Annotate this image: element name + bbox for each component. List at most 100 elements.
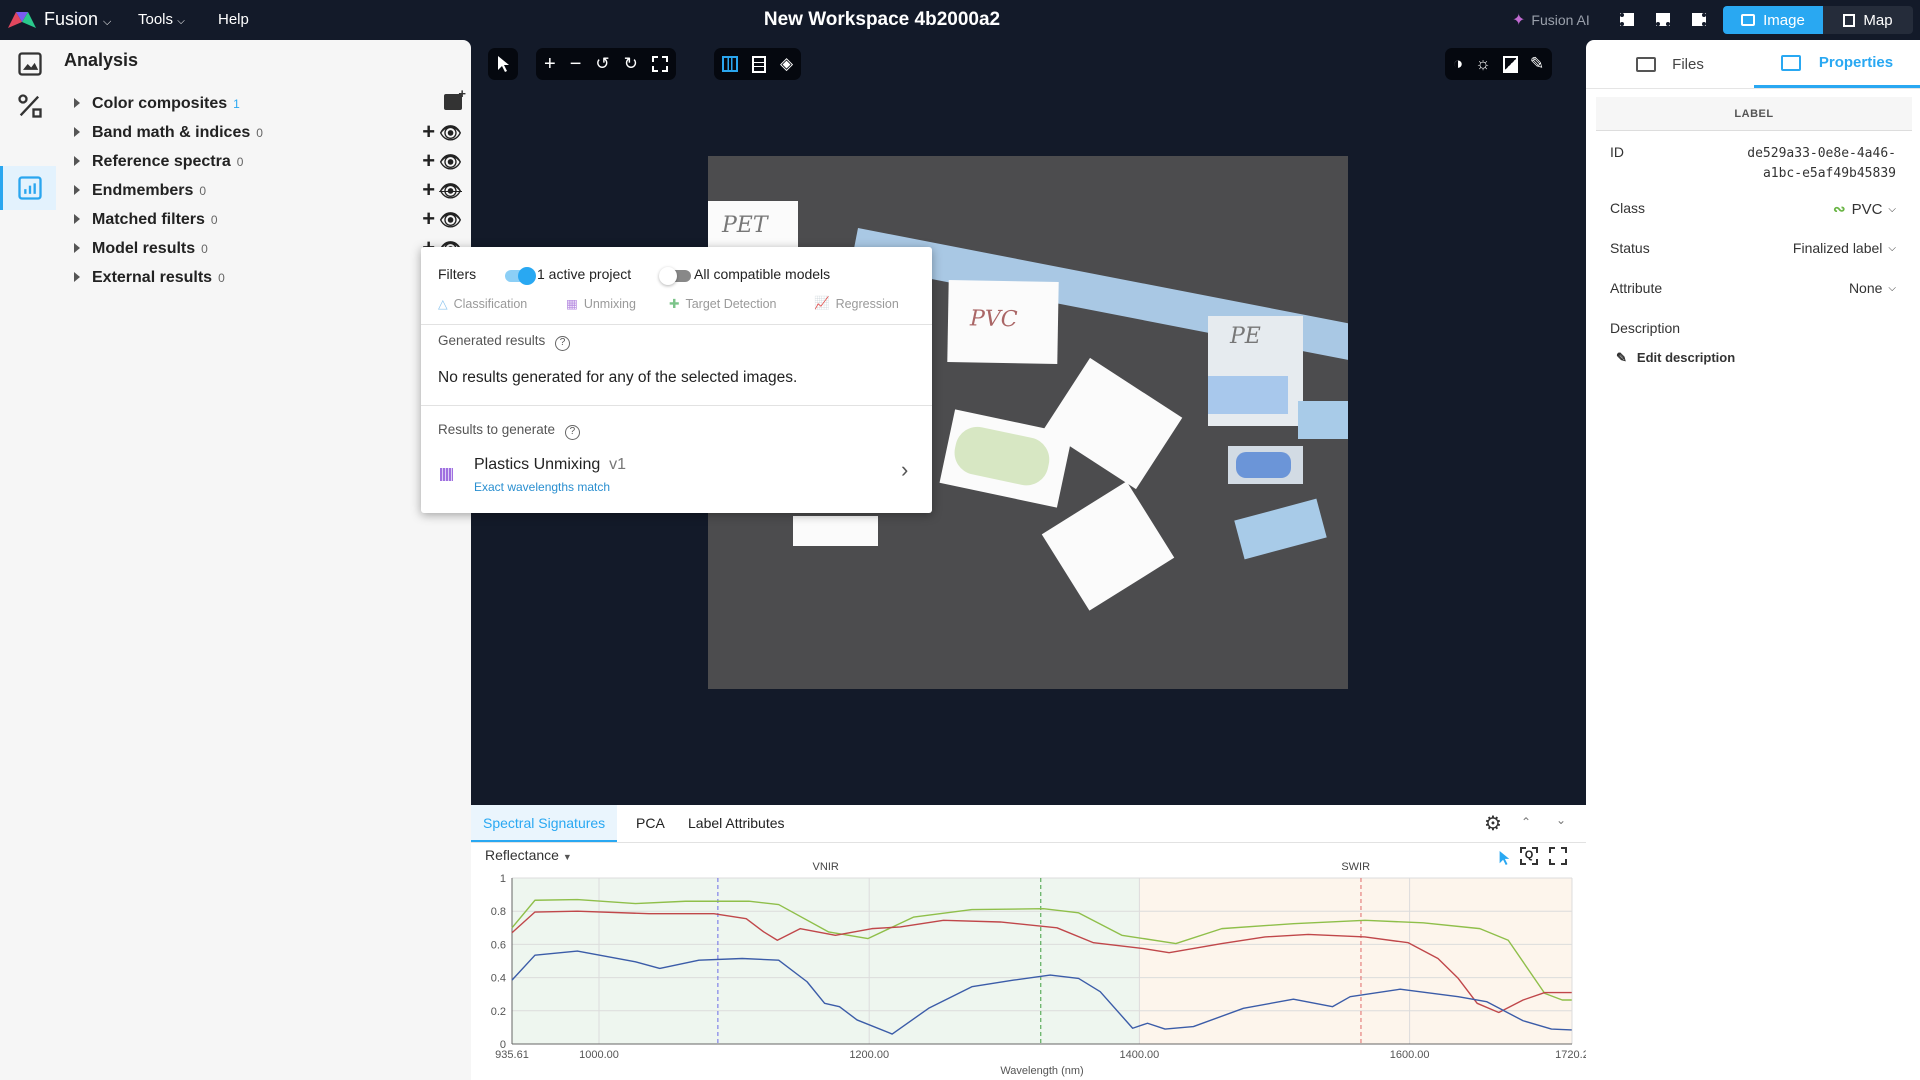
add-icon[interactable]: + xyxy=(422,119,436,144)
all-models-toggle[interactable] xyxy=(659,267,691,285)
map-view-label: Map xyxy=(1863,11,1893,29)
tab-label: Files xyxy=(1672,55,1704,73)
eye-icon[interactable]: 👁 xyxy=(439,123,462,143)
fit-screen-icon[interactable] xyxy=(651,56,668,72)
help-icon[interactable]: ? xyxy=(564,425,580,440)
active-project-toggle[interactable] xyxy=(505,267,536,285)
add-icon[interactable]: + xyxy=(422,206,436,231)
filter-regression[interactable]: 📈 Regression xyxy=(814,296,899,311)
bottom-panel: Spectral Signatures PCA Label Attributes… xyxy=(471,805,1586,1080)
tree-item[interactable]: Reference spectra 0 + 👁 xyxy=(72,150,462,176)
images-icon[interactable] xyxy=(16,50,44,78)
layers-icon[interactable]: ◈ xyxy=(780,54,794,73)
rows-icon[interactable] xyxy=(752,55,766,73)
eye-icon[interactable]: 👁 xyxy=(439,152,462,172)
model-item-plastics-unmixing[interactable]: Plastics Unmixing v1 Exact wavelengths m… xyxy=(421,447,932,507)
analysis-icon[interactable] xyxy=(16,174,44,202)
chevron-right-icon: › xyxy=(901,457,909,482)
contrast-icon[interactable]: ◑ xyxy=(1453,54,1464,73)
expand-caret-icon[interactable] xyxy=(74,272,80,282)
tab-label-attributes[interactable]: Label Attributes xyxy=(688,815,785,831)
eye-off-icon[interactable]: 👁 xyxy=(439,181,462,201)
expand-caret-icon[interactable] xyxy=(74,127,80,137)
tree-item[interactable]: Endmembers 0 + 👁 xyxy=(72,179,462,205)
tab-spectral-signatures[interactable]: Spectral Signatures xyxy=(471,805,618,842)
results-to-generate-title: Results to generate ? xyxy=(438,422,580,440)
gear-icon[interactable]: ⚙ xyxy=(1484,813,1502,835)
caret-down-icon: ▼ xyxy=(562,852,572,862)
map-view-button[interactable]: Map xyxy=(1823,6,1913,34)
expand-caret-icon[interactable] xyxy=(74,98,80,108)
rotate-right-icon[interactable]: ↻ xyxy=(623,54,638,73)
add-icon[interactable]: + xyxy=(422,148,436,173)
pencil-icon[interactable]: ✎ xyxy=(1529,54,1545,73)
workspace-title[interactable]: New Workspace 4b2000a2 xyxy=(763,9,1001,30)
reset-zoom-icon[interactable] xyxy=(1549,847,1567,865)
divider xyxy=(1586,88,1920,89)
sparkle-icon: ✦ xyxy=(1512,12,1526,29)
layout-right-icon[interactable] xyxy=(1692,13,1706,26)
tree-item-label: Matched filters 0 xyxy=(92,211,218,228)
layout-bottom-icon[interactable] xyxy=(1656,13,1670,26)
columns-icon[interactable] xyxy=(722,56,738,72)
chevron-down-icon: ⌵ xyxy=(103,16,112,28)
divider xyxy=(471,842,1586,843)
expand-caret-icon[interactable] xyxy=(74,243,80,253)
filter-classification[interactable]: △ Classification xyxy=(438,296,528,312)
attribute-dropdown[interactable]: None ⌵ xyxy=(1848,280,1896,296)
wavelength-match: Exact wavelengths match xyxy=(474,480,611,494)
tree-item[interactable]: Color composites 1 + xyxy=(72,86,466,118)
status-dropdown[interactable]: Finalized label ⌵ xyxy=(1792,240,1896,256)
sample-white-3 xyxy=(793,516,878,546)
levels-icon[interactable] xyxy=(1502,55,1518,73)
tree-item-label: Band math & indices 0 xyxy=(92,124,263,141)
spectral-chart[interactable]: VNIR SWIR 0 0.2 0.4 0.6 0.8 1 935.61 1000.00 1200.… xyxy=(471,842,1586,1080)
edit-description-button[interactable]: ✎ Edit description xyxy=(1616,350,1736,365)
tree-item[interactable]: External results 0 xyxy=(72,266,462,292)
chevron-down-icon[interactable]: ⌄ xyxy=(1556,813,1567,827)
band-math-icon[interactable] xyxy=(16,92,44,120)
expand-caret-icon[interactable] xyxy=(74,214,80,224)
app-menu[interactable]: Fusion ⌵ xyxy=(44,9,111,30)
zoom-in-icon[interactable]: + xyxy=(544,52,556,75)
eye-icon[interactable]: 👁 xyxy=(439,210,462,230)
chevron-up-icon[interactable]: ⌃ xyxy=(1521,815,1532,829)
layout-left-icon[interactable] xyxy=(1620,13,1634,26)
tools-menu[interactable]: Tools ⌵ xyxy=(138,11,185,28)
item-count: 0 xyxy=(201,242,208,256)
y-tick-label: 0.2 xyxy=(491,1006,506,1018)
select-tool-group xyxy=(488,48,518,80)
reflectance-dropdown[interactable]: Reflectance ▼ xyxy=(485,847,572,863)
add-image-icon[interactable]: + xyxy=(444,86,466,110)
description-label: Description xyxy=(1610,320,1681,336)
class-dropdown[interactable]: ∾ PVC ⌵ xyxy=(1832,200,1896,219)
filter-target-detection[interactable]: ✚ Target Detection xyxy=(669,296,777,312)
help-icon[interactable]: ? xyxy=(555,336,571,351)
adjust-tool-group: ◑ ☼ ✎ xyxy=(1445,48,1553,80)
tab-properties[interactable]: Properties xyxy=(1754,40,1920,88)
image-view-button[interactable]: Image xyxy=(1723,6,1823,34)
expand-caret-icon[interactable] xyxy=(74,156,80,166)
add-icon[interactable]: + xyxy=(422,177,436,202)
item-count: 0 xyxy=(218,271,225,285)
category-label: Classification xyxy=(453,296,528,311)
zoom-select-icon[interactable]: Q xyxy=(1520,847,1538,865)
filter-unmixing[interactable]: ▦ Unmixing xyxy=(566,296,636,312)
chevron-down-icon: ⌵ xyxy=(1888,282,1896,294)
expand-caret-icon[interactable] xyxy=(74,185,80,195)
rotate-left-icon[interactable]: ↺ xyxy=(595,54,610,73)
help-menu[interactable]: Help xyxy=(218,11,249,28)
tab-files[interactable]: Files xyxy=(1586,40,1754,88)
tree-item[interactable]: Matched filters 0 + 👁 xyxy=(72,208,462,234)
category-label: Regression xyxy=(835,296,899,311)
region-label: VNIR xyxy=(813,861,839,873)
tree-item[interactable]: Band math & indices 0 + 👁 xyxy=(72,121,462,147)
fusion-ai-button[interactable]: ✦ Fusion AI xyxy=(1512,10,1590,30)
tab-pca[interactable]: PCA xyxy=(636,815,665,831)
sample-pe: PE xyxy=(1208,316,1303,426)
pointer-icon[interactable] xyxy=(1497,849,1511,867)
brightness-icon[interactable]: ☼ xyxy=(1475,54,1491,73)
pointer-icon[interactable] xyxy=(495,55,511,73)
zoom-out-icon[interactable]: − xyxy=(569,52,582,75)
